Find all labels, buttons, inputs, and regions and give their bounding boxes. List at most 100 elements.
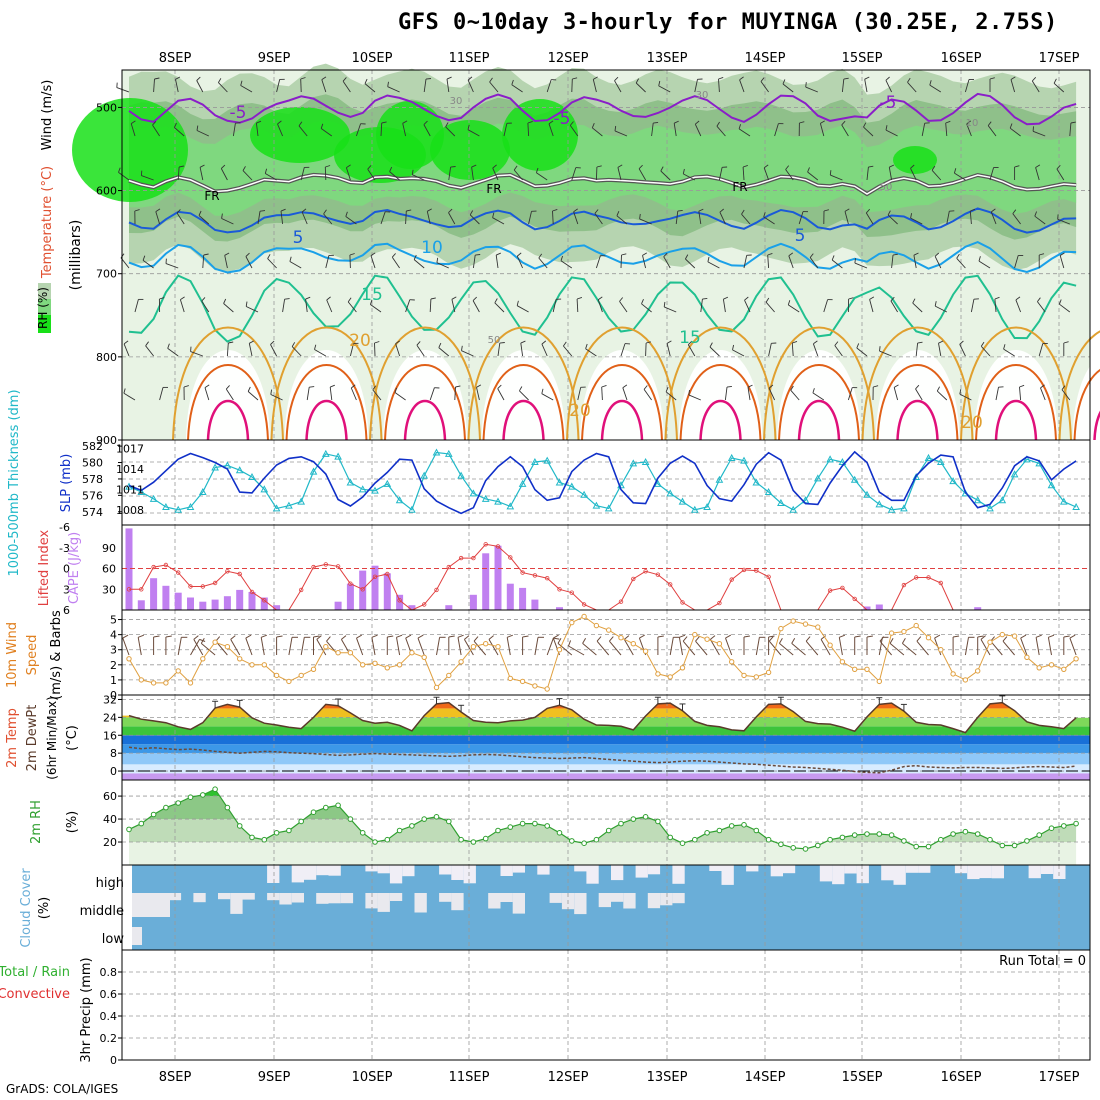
wind-barb-upper [945, 122, 948, 137]
temp-tick: 32 [103, 693, 117, 706]
rh-point [679, 840, 686, 847]
wind-barb-flag [738, 124, 742, 130]
wind-barb-feather [879, 636, 885, 642]
wind-barb-upper [1040, 387, 1046, 401]
wind-barb-upper [622, 387, 628, 401]
lifted-point [520, 570, 525, 575]
wind-barb-flag [381, 121, 387, 124]
wind-barb-upper [687, 344, 696, 357]
wind-speed-point [519, 678, 526, 685]
rh-point [175, 800, 181, 806]
wind-barb-upper [267, 258, 277, 269]
cloud-gap-high [402, 865, 415, 877]
wind-barb-flag [1014, 165, 1020, 168]
lifted-point [188, 584, 193, 589]
wind-barb-flag [471, 164, 477, 168]
wind-barb-flag [936, 386, 940, 392]
lifted-point [840, 585, 845, 591]
wind-barb-upper [651, 123, 654, 137]
wind-barb-upper [844, 211, 849, 225]
slp-point [260, 485, 269, 493]
cloud-gap-middle [279, 893, 292, 905]
wind-barb-upper [700, 299, 703, 313]
lifted-tick: 6 [63, 604, 70, 617]
wind-tick: 1 [110, 674, 117, 687]
temp-contour-25 [1073, 369, 1100, 441]
wind-barb-flag [446, 76, 452, 80]
wind-barb-upper [694, 124, 702, 137]
wind-barb-upper [573, 211, 579, 225]
wind-barb-upper [245, 256, 253, 269]
cape-bar [273, 605, 281, 610]
temp-contour-15 [128, 274, 1077, 343]
wind-barb-feather [854, 635, 861, 638]
lifted-point [766, 574, 771, 579]
wind-barb-feather [417, 634, 424, 639]
wind-barb-feather [245, 634, 252, 639]
wind-barb-upper [175, 79, 179, 93]
cloud-gap-high [881, 865, 894, 881]
wind-barb-upper [738, 128, 751, 137]
cloud-gap-middle [660, 893, 673, 906]
dewpoint-line [128, 746, 1077, 774]
wind-barb-flag [277, 120, 282, 125]
wind-barb-flag [389, 166, 393, 172]
slp-point [543, 456, 552, 464]
slp-point [924, 453, 933, 461]
wind-barb-feather [153, 635, 160, 638]
wind-barb-feather [473, 636, 479, 642]
rh-point [236, 823, 243, 829]
wind-barb-upper [472, 255, 476, 269]
wind-barb-upper [202, 254, 205, 269]
wind-barb-upper [329, 387, 333, 401]
temp-line [128, 701, 1077, 734]
rh-point [556, 830, 563, 836]
wind-barb-upper [1019, 386, 1022, 401]
date-label-bottom: 15SEP [842, 1070, 883, 1085]
slp-point [137, 488, 146, 496]
wind-barb-upper [887, 214, 898, 225]
wind-barb-flag [175, 76, 181, 80]
wind-barb-upper [541, 343, 548, 357]
wind-barb-flag [572, 77, 578, 80]
thickness-tick: 578 [82, 473, 103, 486]
cape-bar [519, 587, 527, 610]
wind-barb-upper [298, 125, 308, 137]
wind-barb-feather [165, 635, 172, 638]
slp-point [383, 479, 392, 487]
wind-barb-upper [879, 350, 892, 357]
wind-barb-upper [438, 347, 450, 357]
wind-barb-upper [167, 348, 179, 357]
wind-speed-point [667, 674, 673, 680]
wind-barb-flag [450, 166, 456, 168]
wind-barb-upper [675, 211, 679, 225]
wind-barb-upper [364, 83, 376, 93]
wind-barb-feather [901, 637, 906, 644]
rh-point [1024, 838, 1030, 844]
wind-barb-upper [345, 167, 351, 181]
wind-barb-flag [785, 165, 790, 170]
wind-barb-upper [765, 301, 775, 313]
rh-point [458, 836, 464, 843]
wind-barb-upper [548, 123, 554, 137]
wind-barb-flag [970, 208, 976, 212]
wind-barb [137, 637, 142, 656]
wind-barb-flag [934, 252, 940, 257]
wind-barb-upper [760, 81, 769, 93]
wind-barb-flag [966, 120, 972, 125]
wind-barb-feather [553, 637, 560, 640]
wind-barb-flag [204, 384, 210, 388]
wind-barb-upper [1009, 127, 1021, 137]
wind-barb-upper [788, 304, 800, 313]
slp-point [727, 453, 736, 461]
wind-barb-upper [503, 123, 508, 137]
rh-patch [250, 107, 350, 163]
cape-tick: 30 [102, 583, 116, 596]
rh-point [286, 827, 292, 834]
wind-speed-line [128, 615, 1077, 690]
lifted-point [680, 600, 685, 605]
rh-point [1036, 832, 1042, 838]
wind-barb-flag [301, 208, 307, 213]
wind-barb [1047, 637, 1052, 656]
wind-barb-flag [372, 385, 377, 391]
